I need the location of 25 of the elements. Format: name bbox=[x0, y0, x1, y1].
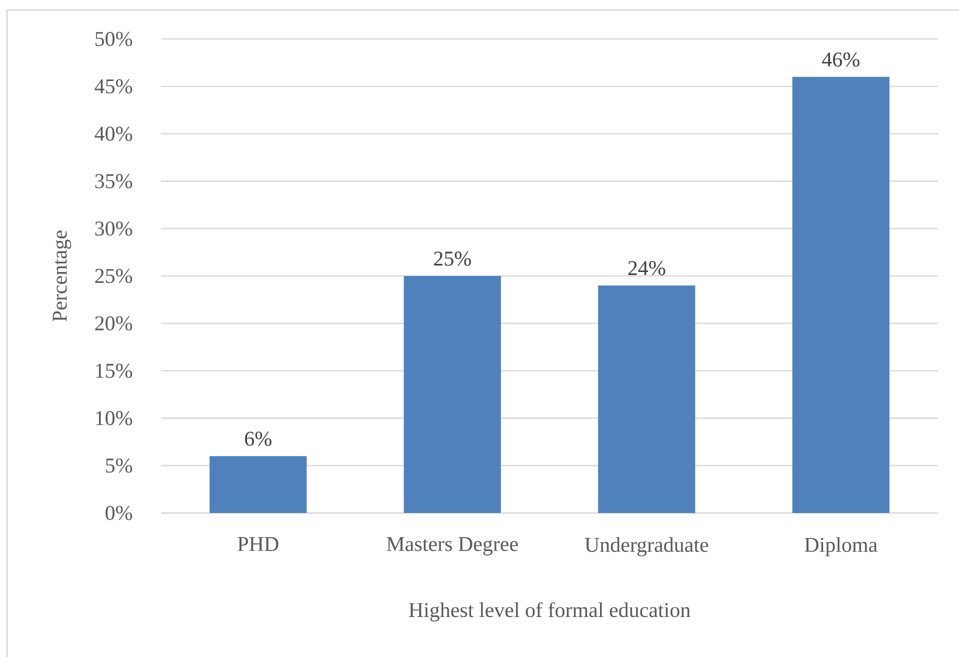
y-tick-label: 0% bbox=[106, 506, 132, 520]
x-tick-label: Masters Degree bbox=[386, 537, 518, 556]
y-tick-label: 15% bbox=[96, 364, 132, 378]
y-tick-label: 5% bbox=[106, 458, 132, 473]
y-tick-label: 35% bbox=[95, 174, 132, 188]
x-tick-label: PHD bbox=[238, 537, 278, 551]
bar bbox=[792, 76, 890, 513]
data-label: 24% bbox=[628, 261, 666, 276]
x-axis-title: Highest level of formal education bbox=[409, 602, 690, 622]
y-tick-label: 30% bbox=[95, 221, 132, 236]
bar bbox=[598, 285, 696, 513]
data-label: 6% bbox=[245, 432, 272, 446]
data-label: 46% bbox=[822, 52, 860, 67]
x-tick-label: Undergraduate bbox=[584, 537, 708, 556]
y-tick-label: 45% bbox=[94, 79, 132, 94]
bar bbox=[404, 276, 501, 513]
y-axis-title: Percentage bbox=[52, 230, 72, 322]
y-tick-label: 50% bbox=[96, 32, 132, 46]
x-tick-label: Diploma bbox=[804, 537, 878, 556]
bar bbox=[210, 456, 307, 513]
y-tick-label: 25% bbox=[95, 268, 132, 284]
data-label: 25% bbox=[434, 252, 471, 266]
y-tick-label: 10% bbox=[96, 411, 132, 426]
y-tick-label: 20% bbox=[95, 316, 132, 331]
y-tick-label: 40% bbox=[94, 126, 132, 141]
